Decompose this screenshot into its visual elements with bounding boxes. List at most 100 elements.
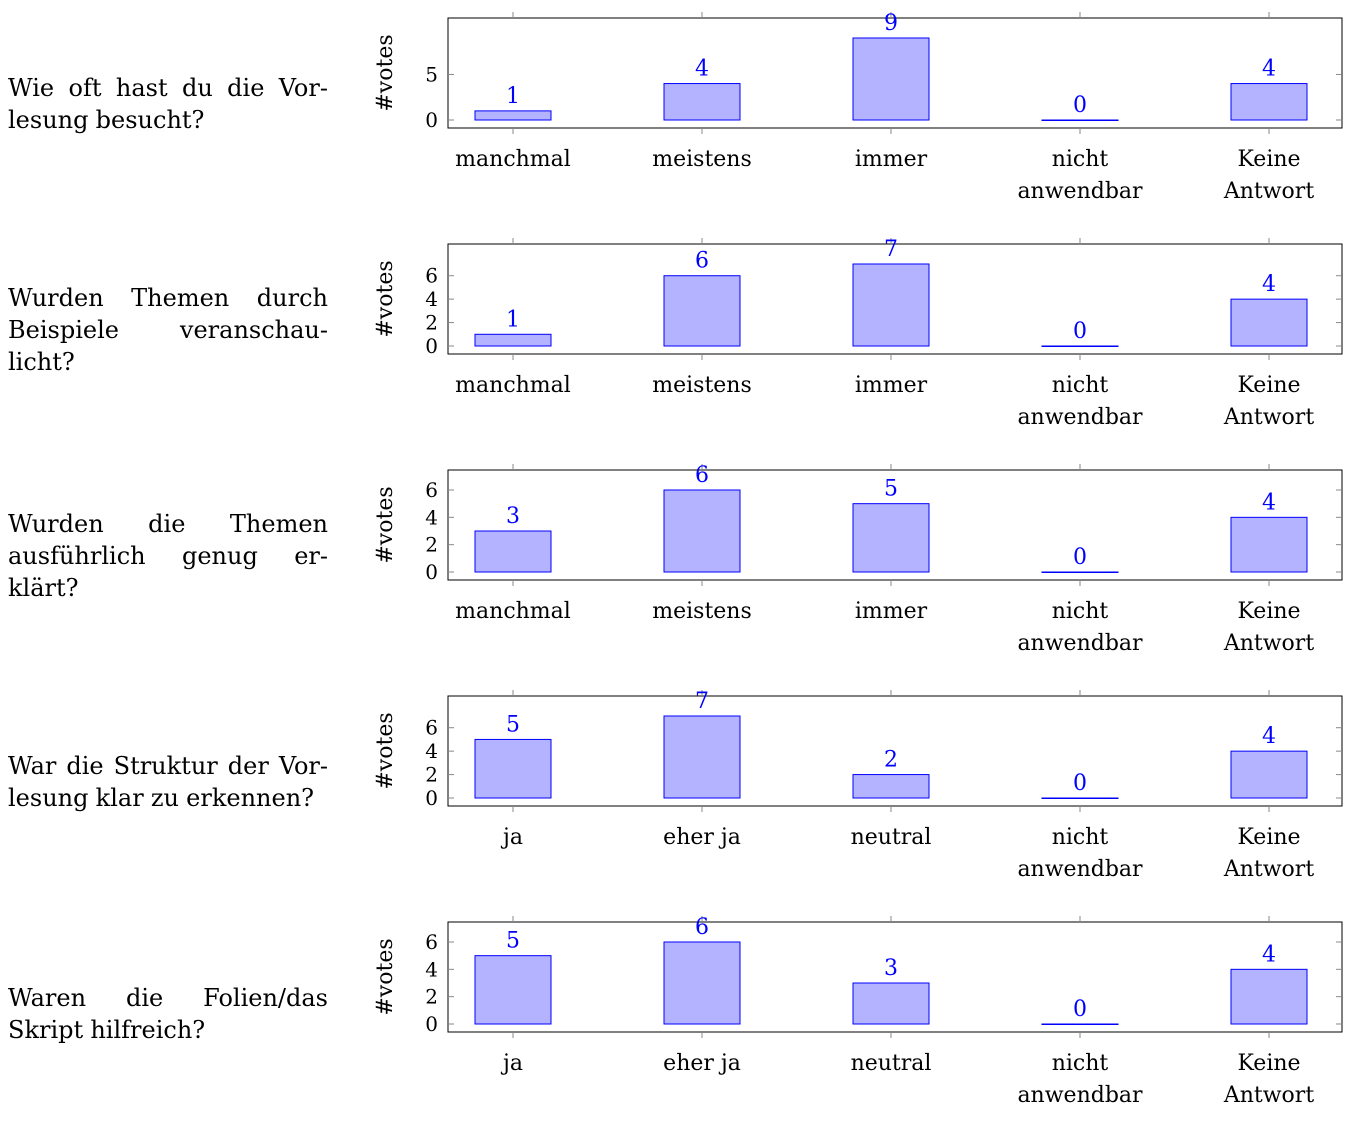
y-tick-label: 4 <box>425 287 438 311</box>
bar <box>852 37 930 121</box>
x-tick-label: nicht <box>1052 599 1109 624</box>
bar-value-label: 0 <box>1073 771 1087 796</box>
question-word: er- <box>294 542 328 570</box>
question-word: Vor- <box>278 752 328 780</box>
x-tick-label: neutral <box>851 825 932 850</box>
question-line: Wurden die Themen <box>8 508 328 540</box>
x-tick-label: nicht <box>1052 1051 1109 1076</box>
y-tick-label: 6 <box>425 930 438 954</box>
y-tick-label: 2 <box>425 311 438 335</box>
bar-value-label: 4 <box>1262 490 1276 515</box>
question-word: die <box>227 74 265 102</box>
y-tick-label: 6 <box>425 478 438 502</box>
bar <box>852 503 930 573</box>
question-text: Wurden die Themen ausführlich genug er-klärt? <box>8 508 328 604</box>
x-tick-label: anwendbar <box>1017 1083 1143 1108</box>
bar <box>663 715 741 799</box>
x-tick-label: anwendbar <box>1017 631 1143 656</box>
bar-value-label: 4 <box>1262 272 1276 297</box>
bar <box>663 83 741 121</box>
y-tick-label: 2 <box>425 533 438 557</box>
x-tick-label: meistens <box>652 373 752 398</box>
plot-frame <box>447 921 1343 1033</box>
bar-value-label: 4 <box>695 57 709 82</box>
bar-chart: 0 5 #votes 1 4 9 0 4 manchmal meistens immer nicht a… <box>373 11 1343 204</box>
question-word: licht? <box>8 348 75 376</box>
question-word: genug <box>181 542 258 570</box>
question-word: die <box>148 510 186 538</box>
bar-value-label: 5 <box>506 712 520 737</box>
bar <box>474 110 552 121</box>
x-tick-label: Keine <box>1237 825 1300 850</box>
question-line: War die Struktur der Vor- <box>8 750 328 782</box>
bar-value-label: 0 <box>1073 93 1087 118</box>
y-tick-label: 6 <box>425 264 438 288</box>
bar-value-label: 2 <box>884 748 898 773</box>
bar-value-label: 6 <box>695 249 709 274</box>
plot-frame <box>447 17 1343 129</box>
x-tick-label: meistens <box>652 599 752 624</box>
question-word: der <box>227 752 269 780</box>
question-text: Wie oft hast du die Vor-lesung besucht? <box>8 72 328 136</box>
question-text: War die Struktur der Vor-lesung klar zu erkenne… <box>8 750 328 814</box>
y-tick-label: 2 <box>425 985 438 1009</box>
bar-value-label: 0 <box>1073 319 1087 344</box>
bar <box>1230 516 1308 573</box>
question-word: hilfreich? <box>90 1016 206 1044</box>
question-word: hast <box>115 74 168 102</box>
bar <box>852 263 930 347</box>
question-line: licht? <box>8 346 328 378</box>
bar <box>474 955 552 1025</box>
question-word: Skript <box>8 1016 84 1044</box>
x-tick-label: Antwort <box>1223 631 1314 656</box>
bar-value-label: 1 <box>506 307 520 332</box>
x-tick-label: meistens <box>652 147 752 172</box>
bar <box>1230 750 1308 799</box>
question-word: veranschau- <box>179 316 328 344</box>
y-tick-label: 6 <box>425 716 438 740</box>
bar-value-label: 0 <box>1073 997 1087 1022</box>
bar <box>852 774 930 799</box>
bar <box>1041 119 1119 121</box>
question-line: Skript hilfreich? <box>8 1014 328 1046</box>
question-word: zu <box>150 784 179 812</box>
bar <box>1041 797 1119 799</box>
bar-value-label: 6 <box>695 463 709 488</box>
x-tick-label: ja <box>500 1051 523 1076</box>
x-tick-label: immer <box>855 147 928 172</box>
question-word: lesung <box>8 106 89 134</box>
bar <box>663 275 741 347</box>
question-word: erkennen? <box>186 784 315 812</box>
question-line: Wie oft hast du die Vor- <box>8 72 328 104</box>
question-word: Waren <box>8 984 87 1012</box>
question-word: Wie <box>8 74 55 102</box>
y-axis-label: #votes <box>373 260 398 337</box>
question-line: Beispiele veranschau- <box>8 314 328 346</box>
bar <box>1230 968 1308 1025</box>
question-word: oft <box>68 74 102 102</box>
y-tick-label: 0 <box>425 1012 438 1036</box>
y-tick-label: 0 <box>425 108 438 132</box>
bar <box>852 982 930 1025</box>
survey-row: Wurden Themen durch Beispiele veranschau-lic… <box>0 226 1352 446</box>
question-word: lesung <box>8 784 89 812</box>
y-tick-label: 4 <box>425 505 438 529</box>
bar-value-label: 9 <box>884 11 898 36</box>
bar <box>474 738 552 799</box>
bar-value-label: 0 <box>1073 545 1087 570</box>
question-word: die <box>125 984 164 1012</box>
bar <box>1041 571 1119 573</box>
question-word: War <box>8 752 57 780</box>
x-tick-label: manchmal <box>455 147 571 172</box>
bar <box>1041 345 1119 347</box>
question-word: Themen <box>229 510 328 538</box>
survey-row: Wurden die Themen ausführlich genug er-klärt?… <box>0 452 1352 672</box>
question-word: Folien/das <box>203 984 328 1012</box>
bar-value-label: 4 <box>1262 724 1276 749</box>
bar-value-label: 1 <box>506 84 520 109</box>
bar-value-label: 6 <box>695 915 709 940</box>
x-tick-label: neutral <box>851 1051 932 1076</box>
bar-value-label: 3 <box>506 504 520 529</box>
question-word: ausführlich <box>8 542 146 570</box>
x-tick-label: Keine <box>1237 373 1300 398</box>
